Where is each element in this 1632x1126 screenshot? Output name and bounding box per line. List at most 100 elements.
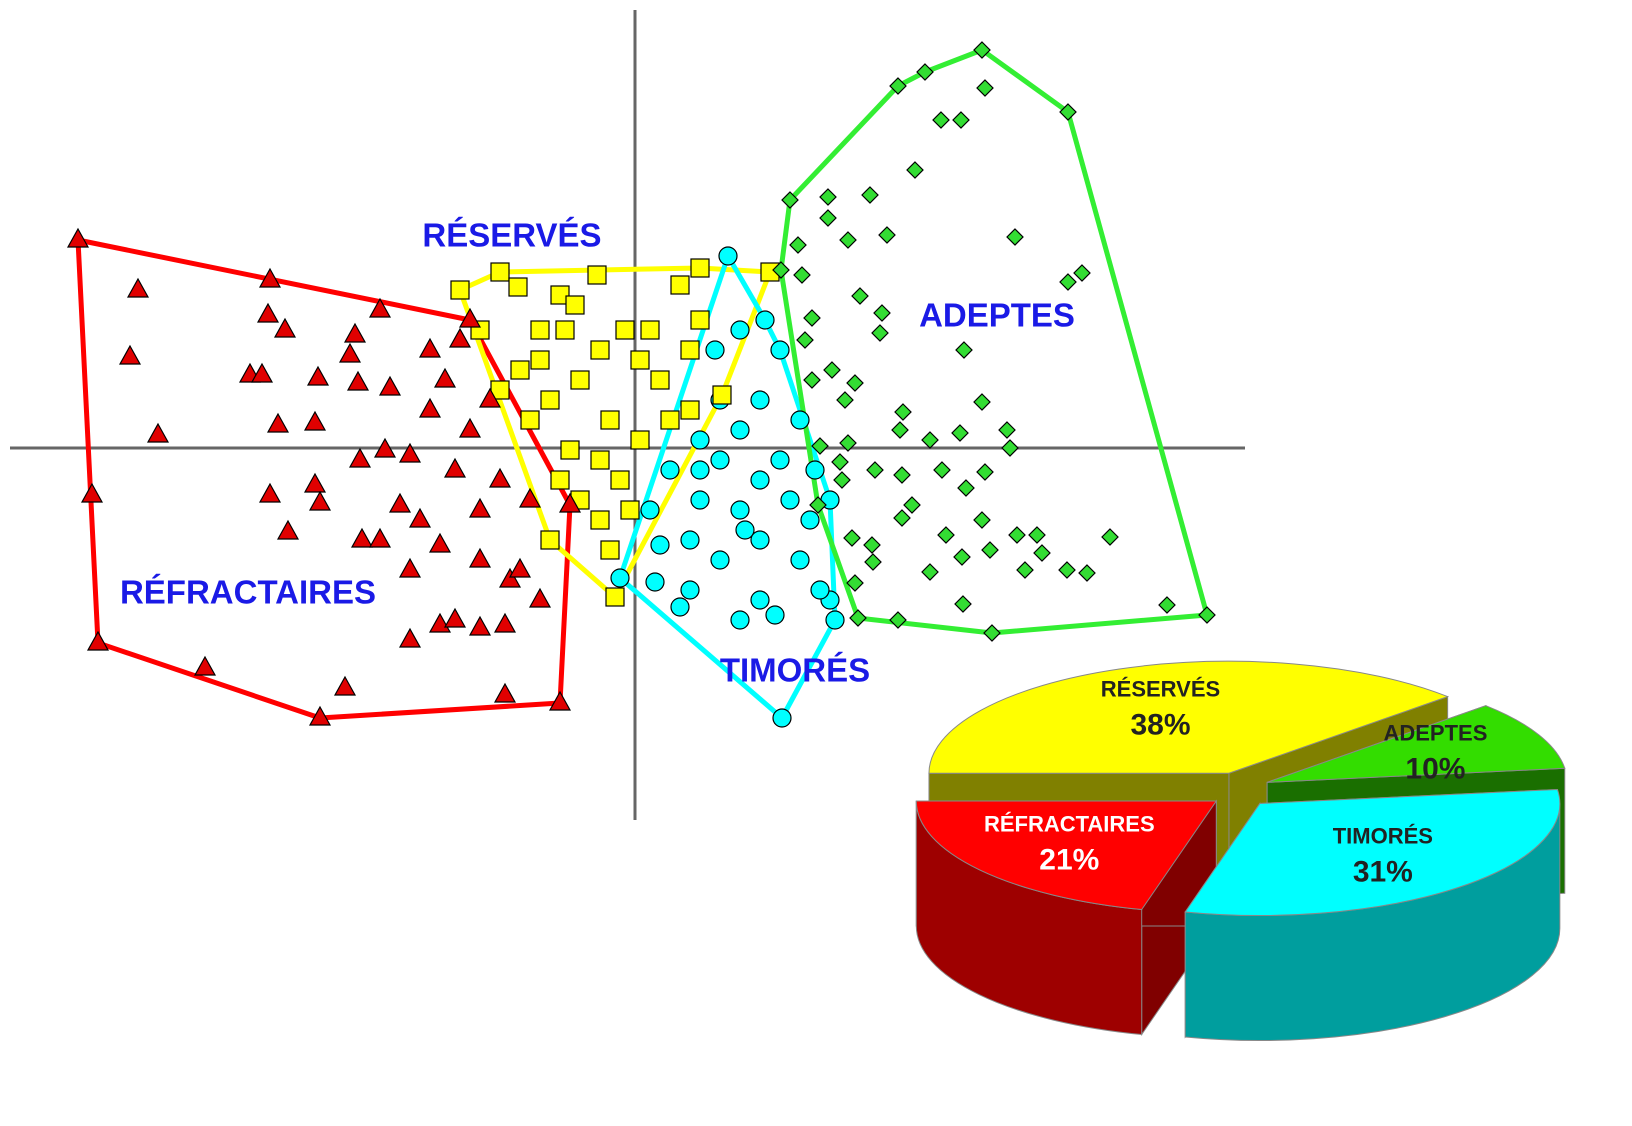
data-point	[973, 393, 991, 411]
slice-top	[1184, 788, 1561, 916]
data-point	[861, 186, 879, 204]
data-point	[630, 350, 650, 370]
data-point	[615, 320, 635, 340]
data-point	[710, 450, 730, 470]
data-point	[640, 500, 660, 520]
data-point	[730, 320, 750, 340]
data-point	[823, 361, 841, 379]
data-point	[891, 421, 909, 439]
data-point	[555, 320, 575, 340]
data-point	[443, 607, 467, 628]
data-point	[468, 615, 492, 636]
cluster-label: TIMORÉS	[720, 652, 870, 689]
data-point	[772, 708, 792, 728]
data-point	[789, 236, 807, 254]
data-point	[368, 527, 392, 548]
data-point	[398, 557, 422, 578]
data-point	[750, 390, 770, 410]
data-point	[468, 497, 492, 518]
slice-value: 21%	[1039, 844, 1099, 877]
data-point	[690, 460, 710, 480]
data-point	[831, 453, 849, 471]
data-point	[780, 490, 800, 510]
data-point	[550, 285, 570, 305]
cluster-label: RÉSERVÉS	[422, 217, 601, 254]
data-point	[873, 304, 891, 322]
data-point	[825, 610, 845, 630]
data-point	[308, 705, 332, 726]
data-point	[338, 342, 362, 363]
data-point	[86, 630, 110, 651]
data-point	[878, 226, 896, 244]
data-point	[849, 609, 867, 627]
data-point	[810, 580, 830, 600]
data-point	[932, 111, 950, 129]
data-point	[458, 307, 482, 328]
data-point	[303, 410, 327, 431]
data-point	[863, 536, 881, 554]
data-point	[750, 530, 770, 550]
data-point	[955, 341, 973, 359]
data-point	[1028, 526, 1046, 544]
data-point	[796, 331, 814, 349]
data-point	[508, 277, 528, 297]
data-point	[126, 277, 150, 298]
data-point	[670, 275, 690, 295]
data-point	[819, 209, 837, 227]
data-point	[851, 287, 869, 305]
data-point	[800, 510, 820, 530]
data-point	[80, 482, 104, 503]
data-point	[650, 535, 670, 555]
data-point	[418, 337, 442, 358]
data-point	[348, 447, 372, 468]
data-point	[530, 320, 550, 340]
data-point	[510, 360, 530, 380]
data-point	[755, 310, 775, 330]
data-point	[730, 500, 750, 520]
data-point	[690, 430, 710, 450]
data-point	[1016, 561, 1034, 579]
data-point	[893, 509, 911, 527]
data-point	[350, 527, 374, 548]
data-point	[458, 417, 482, 438]
data-point	[408, 507, 432, 528]
data-point	[976, 463, 994, 481]
slice-name: TIMORÉS	[1333, 823, 1433, 848]
data-point	[478, 387, 502, 408]
data-point	[620, 500, 640, 520]
data-point	[809, 496, 827, 514]
data-point	[750, 470, 770, 490]
data-point	[256, 302, 280, 323]
data-point	[750, 590, 770, 610]
data-point	[846, 574, 864, 592]
slice-top	[1266, 705, 1566, 783]
data-point	[118, 344, 142, 365]
data-point	[630, 430, 650, 450]
data-point	[258, 267, 282, 288]
data-point	[1058, 561, 1076, 579]
data-point	[570, 370, 590, 390]
data-point	[346, 370, 370, 391]
data-point	[839, 231, 857, 249]
data-point	[765, 605, 785, 625]
data-point	[730, 420, 750, 440]
data-point	[833, 471, 851, 489]
data-point	[560, 440, 580, 460]
data-point	[1078, 564, 1096, 582]
data-point	[398, 627, 422, 648]
data-point	[846, 374, 864, 392]
data-point	[921, 563, 939, 581]
data-point	[772, 261, 790, 279]
data-point	[670, 597, 690, 617]
data-point	[690, 490, 710, 510]
data-point	[1008, 526, 1026, 544]
data-point	[893, 466, 911, 484]
data-point	[735, 520, 755, 540]
data-point	[690, 258, 710, 278]
data-point	[836, 391, 854, 409]
data-point	[889, 611, 907, 629]
data-point	[843, 529, 861, 547]
data-point	[378, 375, 402, 396]
data-point	[306, 365, 330, 386]
